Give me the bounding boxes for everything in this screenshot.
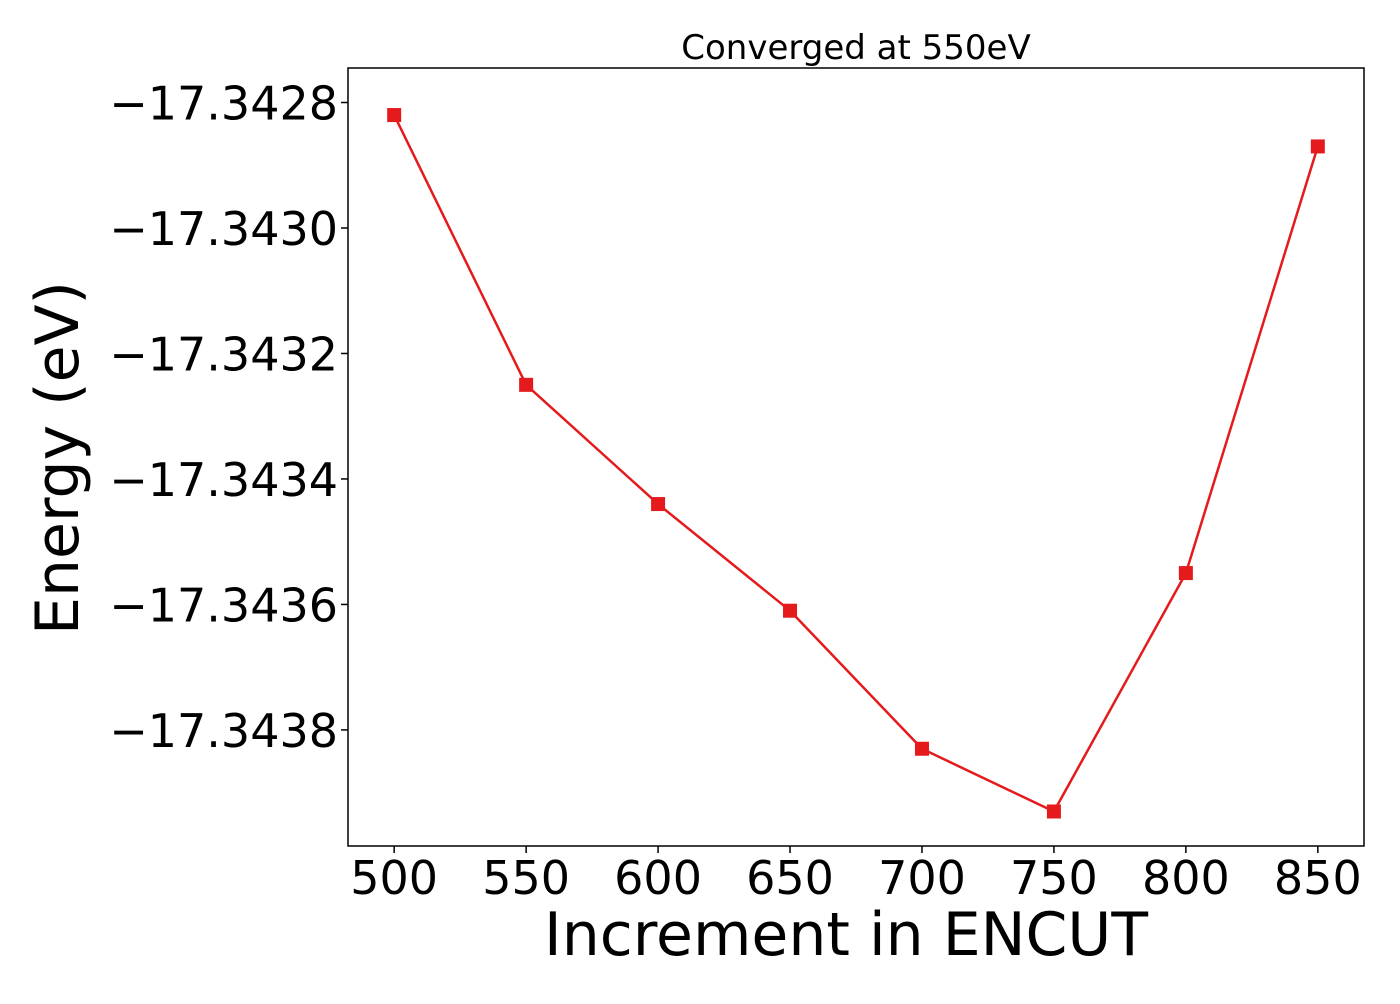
chart-title: Converged at 550eV	[681, 28, 1030, 68]
x-tick-label: 650	[746, 851, 834, 905]
data-point-marker	[1178, 566, 1193, 581]
y-tick-label: −17.3432	[109, 327, 338, 381]
data-point-marker	[783, 603, 798, 618]
data-point-marker	[651, 497, 666, 512]
data-point-marker	[1310, 139, 1325, 154]
data-point-marker	[1046, 804, 1061, 819]
x-tick-label: 500	[350, 851, 438, 905]
plot-frame	[347, 67, 1365, 847]
series-line	[393, 114, 1319, 813]
y-tick-label: −17.3436	[109, 578, 338, 632]
data-point-marker	[914, 741, 929, 756]
y-axis-label: Energy (eV)	[23, 281, 93, 635]
x-axis-ticks: 500 550 600 650 700 750 800 850	[350, 846, 1362, 905]
x-tick-label: 700	[878, 851, 966, 905]
series-lines	[393, 114, 1319, 813]
y-tick-label: −17.3430	[109, 202, 338, 256]
series-markers	[387, 108, 1325, 819]
x-axis-label: Increment in ENCUT	[544, 900, 1148, 970]
data-point-marker	[519, 377, 534, 392]
y-tick-label: −17.3438	[109, 704, 338, 758]
x-tick-label: 750	[1010, 851, 1098, 905]
x-tick-label: 550	[482, 851, 570, 905]
y-tick-label: −17.3434	[109, 453, 338, 507]
y-tick-label: −17.3428	[109, 77, 338, 131]
y-axis-ticks: −17.3428 −17.3430 −17.3432 −17.3434 −17.3436…	[109, 77, 348, 758]
x-tick-label: 800	[1142, 851, 1230, 905]
data-point-marker	[387, 108, 402, 123]
x-tick-label: 850	[1274, 851, 1362, 905]
x-tick-label: 600	[614, 851, 702, 905]
